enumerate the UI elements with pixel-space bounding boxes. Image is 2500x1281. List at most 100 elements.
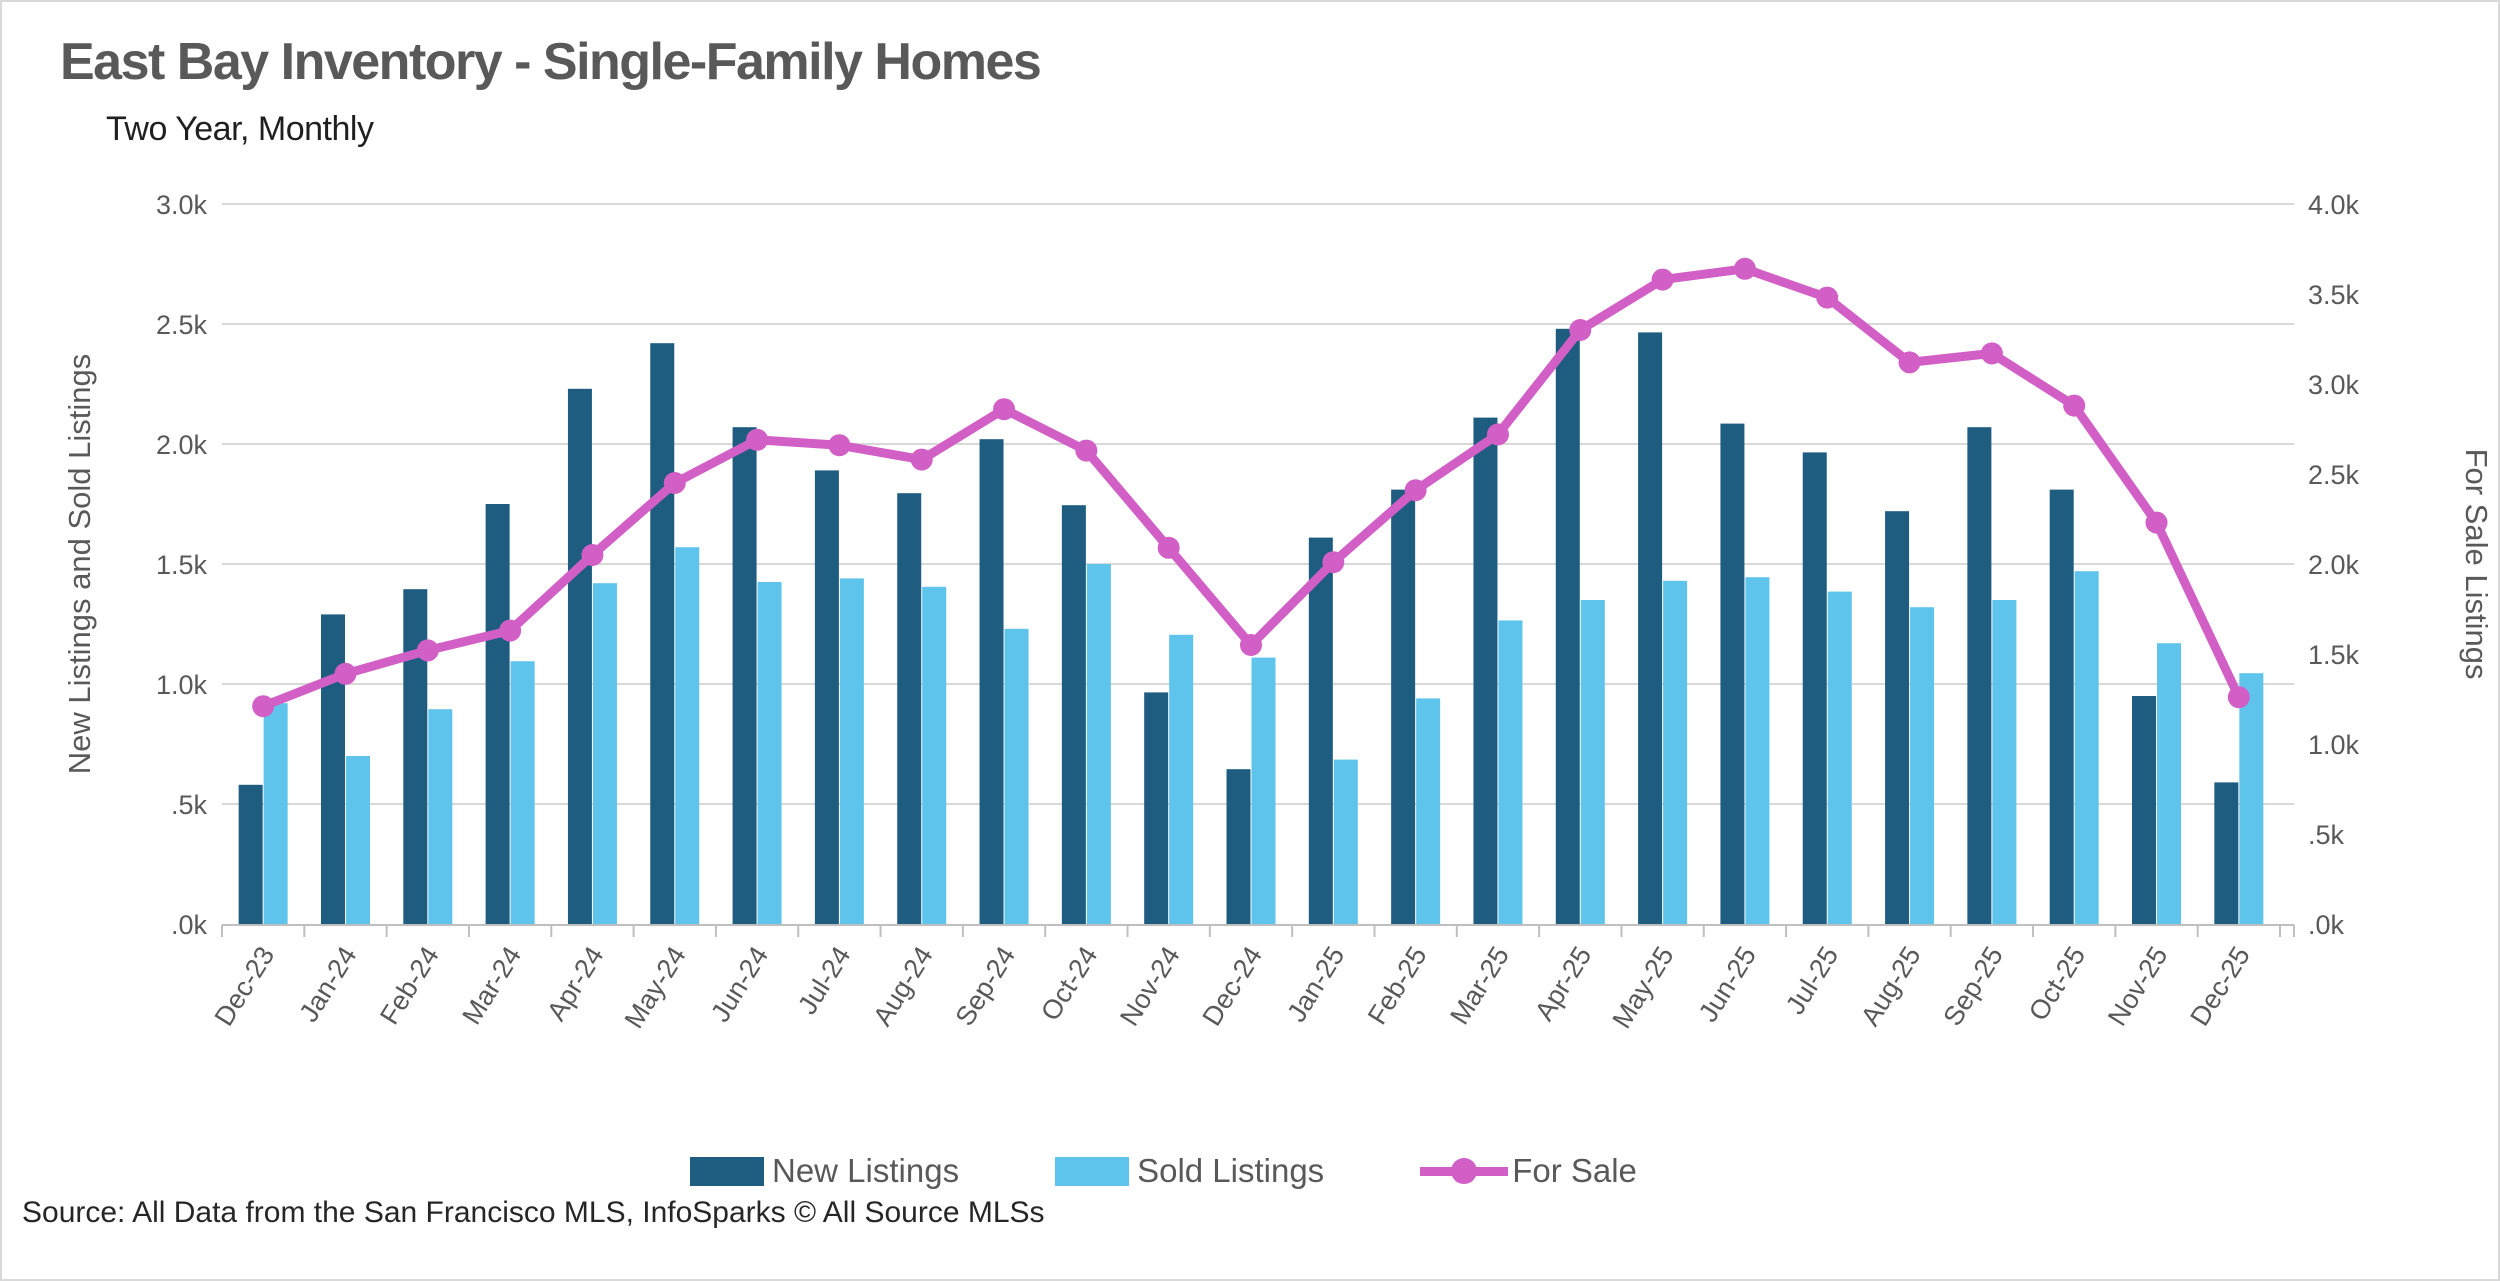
bar-new-listings-Oct-25	[2049, 489, 2074, 924]
x-axis-month-label: Dec-25	[2184, 941, 2256, 1031]
bar-sold-listings-Oct-25	[2074, 571, 2099, 924]
x-axis-month-label: Sep-24	[950, 941, 1022, 1031]
for-sale-point-Mar-24	[499, 619, 522, 642]
bar-sold-listings-Nov-24	[1169, 634, 1194, 924]
right-axis-tick-label: 2.0k	[2308, 550, 2360, 580]
bar-new-listings-Aug-25	[1885, 511, 1910, 924]
bar-sold-listings-Mar-24	[510, 661, 535, 924]
bar-new-listings-Jan-24	[320, 614, 345, 924]
for-sale-line-swatch-icon	[1420, 1158, 1509, 1184]
x-axis-month-label: Apr-25	[1529, 941, 1597, 1026]
for-sale-point-Apr-24	[581, 544, 604, 566]
for-sale-point-Jul-24	[828, 434, 851, 457]
bar-sold-listings-Feb-24	[428, 709, 453, 924]
legend-item-new-listings: New Listings	[690, 1152, 959, 1190]
bar-new-listings-Dec-24	[1226, 769, 1251, 924]
for-sale-point-Sep-24	[993, 398, 1016, 421]
left-axis-tick-label: 1.5k	[156, 550, 208, 580]
for-sale-point-May-24	[663, 472, 686, 494]
x-axis-month-label: Feb-24	[374, 941, 445, 1029]
bar-sold-listings-Oct-24	[1086, 564, 1111, 924]
bar-sold-listings-Mar-25	[1498, 620, 1523, 924]
x-axis-month-label: Oct-24	[1035, 941, 1103, 1026]
for-sale-point-Jan-24	[334, 662, 357, 685]
bar-new-listings-Dec-23	[238, 784, 263, 924]
x-axis-month-label: Dec-23	[209, 941, 281, 1031]
bar-sold-listings-Apr-25	[1580, 600, 1605, 924]
bar-sold-listings-Apr-24	[592, 583, 617, 924]
legend-item-for-sale: For Sale	[1420, 1152, 1637, 1190]
right-axis-tick-label: 4.0k	[2308, 190, 2360, 220]
left-axis-tick-label: .0k	[171, 910, 208, 940]
for-sale-point-Jun-25	[1733, 257, 1756, 280]
left-axis-tick-label: 3.0k	[156, 190, 208, 220]
for-sale-point-Apr-25	[1569, 319, 1592, 341]
right-axis-tick-label: 2.5k	[2308, 460, 2360, 490]
for-sale-point-Mar-25	[1486, 423, 1509, 446]
for-sale-point-Feb-25	[1404, 479, 1427, 502]
x-axis-month-label: Oct-25	[2023, 941, 2091, 1026]
x-axis-month-label: Jan-25	[1281, 941, 1350, 1027]
for-sale-point-Oct-25	[2063, 394, 2086, 417]
x-axis-month-label: Aug-24	[867, 941, 939, 1031]
bar-new-listings-Jul-25	[1802, 452, 1827, 924]
left-axis-tick-label: 2.0k	[156, 430, 208, 460]
right-axis-title: For Sale Listings	[2459, 449, 2494, 680]
for-sale-point-Aug-25	[1898, 351, 1921, 374]
bar-sold-listings-Dec-24	[1251, 657, 1276, 924]
for-sale-point-Nov-24	[1157, 536, 1180, 559]
x-axis-month-label: May-25	[1607, 941, 1680, 1033]
source-note: Source: All Data from the San Francisco …	[22, 1196, 1045, 1229]
bar-sold-listings-Jan-25	[1333, 759, 1358, 924]
bar-new-listings-Dec-25	[2214, 782, 2239, 924]
bar-sold-listings-Sep-25	[1992, 600, 2017, 924]
bar-sold-listings-Jun-25	[1745, 577, 1770, 924]
bar-new-listings-Apr-24	[567, 388, 592, 924]
x-axis-month-label: Sep-25	[1937, 941, 2009, 1031]
left-axis-title: New Listings and Sold Listings	[62, 354, 97, 774]
for-sale-point-Sep-25	[1980, 342, 2003, 365]
right-axis-tick-label: .5k	[2308, 820, 2345, 850]
bar-new-listings-Feb-25	[1391, 489, 1416, 924]
bar-new-listings-Feb-24	[403, 589, 428, 924]
bar-new-listings-Jun-24	[732, 427, 757, 924]
chart-canvas: New Listings and Sold Listings For Sale …	[62, 190, 2494, 1034]
legend-label: New Listings	[772, 1152, 960, 1189]
bar-sold-listings-Nov-25	[2157, 643, 2182, 924]
for-sale-point-Dec-24	[1240, 634, 1262, 656]
right-axis-tick-label: 1.0k	[2308, 730, 2360, 760]
chart-legend: New Listings Sold Listings For Sale	[690, 1152, 1637, 1190]
x-axis-month-label: Apr-24	[541, 941, 609, 1026]
x-axis-month-label: Nov-25	[2102, 941, 2174, 1031]
legend-label: For Sale	[1512, 1152, 1637, 1189]
left-axis-tick-label: 2.5k	[156, 310, 208, 340]
bar-sold-listings-Jul-25	[1827, 591, 1852, 924]
bar-sold-listings-May-25	[1663, 580, 1688, 924]
legend-item-sold-listings: Sold Listings	[1055, 1152, 1324, 1190]
right-axis-tick-label: 3.0k	[2308, 370, 2360, 400]
bar-new-listings-Sep-24	[979, 439, 1004, 924]
bar-new-listings-Apr-25	[1555, 328, 1580, 924]
x-axis-month-label: May-24	[619, 941, 692, 1033]
bar-new-listings-Aug-24	[897, 493, 922, 924]
bar-sold-listings-Feb-25	[1416, 698, 1441, 924]
sold-listings-swatch-icon	[1055, 1156, 1130, 1186]
for-sale-point-Oct-24	[1075, 439, 1098, 462]
for-sale-point-Jun-24	[746, 428, 769, 451]
for-sale-point-Nov-25	[2145, 511, 2168, 534]
bar-sold-listings-Aug-25	[1910, 607, 1935, 924]
x-axis-month-label: Jan-24	[293, 941, 362, 1027]
bar-new-listings-Mar-24	[485, 504, 510, 924]
bar-new-listings-Nov-24	[1144, 692, 1169, 924]
x-axis-month-label: Dec-24	[1197, 941, 1269, 1031]
x-axis-month-label: Aug-25	[1855, 941, 1927, 1031]
left-axis-tick-label: .5k	[171, 790, 208, 820]
bar-new-listings-Mar-25	[1473, 417, 1498, 924]
bar-new-listings-Sep-25	[1967, 427, 1992, 924]
for-sale-point-May-25	[1651, 268, 1674, 291]
x-axis-month-label: Jul-25	[1780, 941, 1844, 1019]
bar-new-listings-May-25	[1638, 332, 1663, 924]
bar-sold-listings-Jun-24	[757, 582, 782, 924]
right-axis-tick-label: .0k	[2308, 910, 2345, 940]
